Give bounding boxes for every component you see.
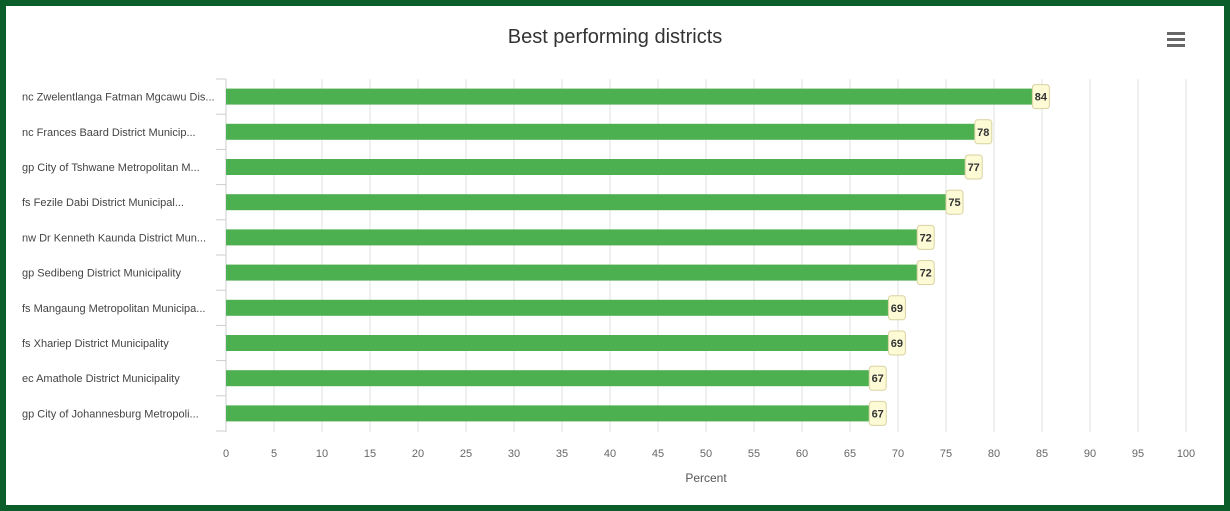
category-label: fs Mangaung Metropolitan Municipa... — [22, 303, 205, 315]
data-label: 75 — [948, 197, 960, 209]
x-tick-label: 0 — [223, 448, 229, 460]
x-tick-label: 80 — [988, 448, 1000, 460]
category-label: gp City of Johannesburg Metropoli... — [22, 408, 199, 420]
data-label-box — [964, 154, 983, 180]
x-tick-label: 85 — [1036, 448, 1048, 460]
data-label-box — [868, 400, 887, 426]
menu-bar — [1167, 32, 1185, 35]
bar — [226, 264, 918, 281]
bar — [226, 123, 975, 140]
category-label: gp Sedibeng District Municipality — [22, 268, 181, 280]
bar — [226, 88, 1033, 105]
chart-title: Best performing districts — [507, 26, 723, 48]
bar — [226, 335, 889, 351]
x-tick-label: 5 — [271, 448, 277, 460]
menu-bar — [1167, 44, 1185, 47]
data-label-box — [916, 224, 935, 250]
x-tick-label: 45 — [652, 448, 664, 460]
bar — [226, 229, 918, 246]
x-tick-label: 35 — [556, 448, 568, 460]
data-label-box — [1031, 84, 1050, 110]
x-tick-label: 100 — [1177, 448, 1195, 460]
bar — [226, 194, 946, 211]
data-label: 67 — [872, 408, 884, 420]
x-tick-label: 65 — [844, 448, 856, 460]
x-tick-label: 30 — [508, 448, 520, 460]
x-tick-label: 55 — [748, 448, 760, 460]
hamburger-menu-icon[interactable] — [1165, 30, 1187, 52]
x-tick-label: 60 — [796, 448, 808, 460]
category-label: fs Fezile Dabi District Municipal... — [22, 197, 184, 209]
data-label: 72 — [920, 268, 932, 280]
data-label-box — [887, 295, 906, 321]
x-tick-label: 70 — [892, 448, 904, 460]
data-label: 69 — [891, 303, 903, 315]
bar — [226, 370, 870, 387]
bar — [226, 405, 870, 422]
x-axis-title: Percent — [685, 471, 727, 485]
data-label-box — [868, 365, 887, 391]
category-label: fs Xhariep District Municipality — [22, 338, 169, 350]
bar — [226, 159, 966, 175]
data-label: 69 — [891, 338, 903, 350]
data-label: 77 — [968, 162, 980, 174]
data-label: 84 — [1035, 92, 1048, 104]
category-label: nw Dr Kenneth Kaunda District Mun... — [22, 232, 206, 244]
x-tick-label: 20 — [412, 448, 424, 460]
x-tick-label: 25 — [460, 448, 472, 460]
category-label: ec Amathole District Municipality — [22, 373, 180, 385]
data-label: 67 — [872, 373, 884, 385]
menu-bar — [1167, 38, 1185, 41]
x-tick-label: 40 — [604, 448, 616, 460]
data-label-box — [887, 330, 906, 356]
x-tick-label: 90 — [1084, 448, 1096, 460]
data-label: 72 — [920, 232, 932, 244]
data-label-box — [916, 260, 935, 286]
category-label: gp City of Tshwane Metropolitan M... — [22, 162, 200, 174]
x-tick-label: 75 — [940, 448, 952, 460]
data-label-box — [945, 189, 964, 215]
x-tick-label: 50 — [700, 448, 712, 460]
x-tick-label: 15 — [364, 448, 376, 460]
bar — [226, 299, 889, 316]
category-label: nc Zwelentlanga Fatman Mgcawu Dis... — [22, 92, 215, 104]
x-tick-label: 95 — [1132, 448, 1144, 460]
data-label-box — [974, 119, 993, 145]
x-tick-label: 10 — [316, 448, 328, 460]
category-label: nc Frances Baard District Municip... — [22, 127, 196, 139]
data-label: 78 — [977, 127, 989, 139]
